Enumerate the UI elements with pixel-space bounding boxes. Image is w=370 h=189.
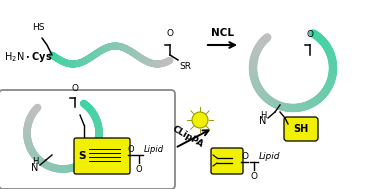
- Text: O: O: [71, 84, 78, 93]
- Text: $\rm H_2N$: $\rm H_2N$: [4, 50, 24, 64]
- Text: O: O: [241, 152, 248, 161]
- FancyBboxPatch shape: [211, 148, 243, 174]
- Circle shape: [192, 112, 208, 128]
- Text: S: S: [78, 151, 86, 161]
- Text: O: O: [306, 30, 313, 39]
- FancyBboxPatch shape: [74, 138, 130, 174]
- Text: N: N: [259, 116, 267, 126]
- Text: O: O: [128, 145, 135, 154]
- Text: Lipid: Lipid: [259, 152, 280, 161]
- Text: H: H: [32, 157, 38, 167]
- Text: Lipid: Lipid: [144, 145, 164, 154]
- Text: HS: HS: [32, 23, 44, 32]
- Text: H: H: [260, 111, 266, 119]
- Text: N: N: [31, 163, 39, 173]
- Text: O: O: [136, 165, 142, 174]
- Text: O: O: [250, 172, 258, 181]
- Text: SH: SH: [293, 124, 309, 134]
- FancyBboxPatch shape: [284, 117, 318, 141]
- Text: O: O: [166, 29, 174, 38]
- Text: SR: SR: [179, 62, 191, 71]
- Text: CLipPA: CLipPA: [171, 124, 205, 149]
- FancyBboxPatch shape: [0, 90, 175, 189]
- Text: $\bf \cdot Cys$: $\bf \cdot Cys$: [24, 50, 52, 64]
- Text: NCL: NCL: [211, 28, 233, 38]
